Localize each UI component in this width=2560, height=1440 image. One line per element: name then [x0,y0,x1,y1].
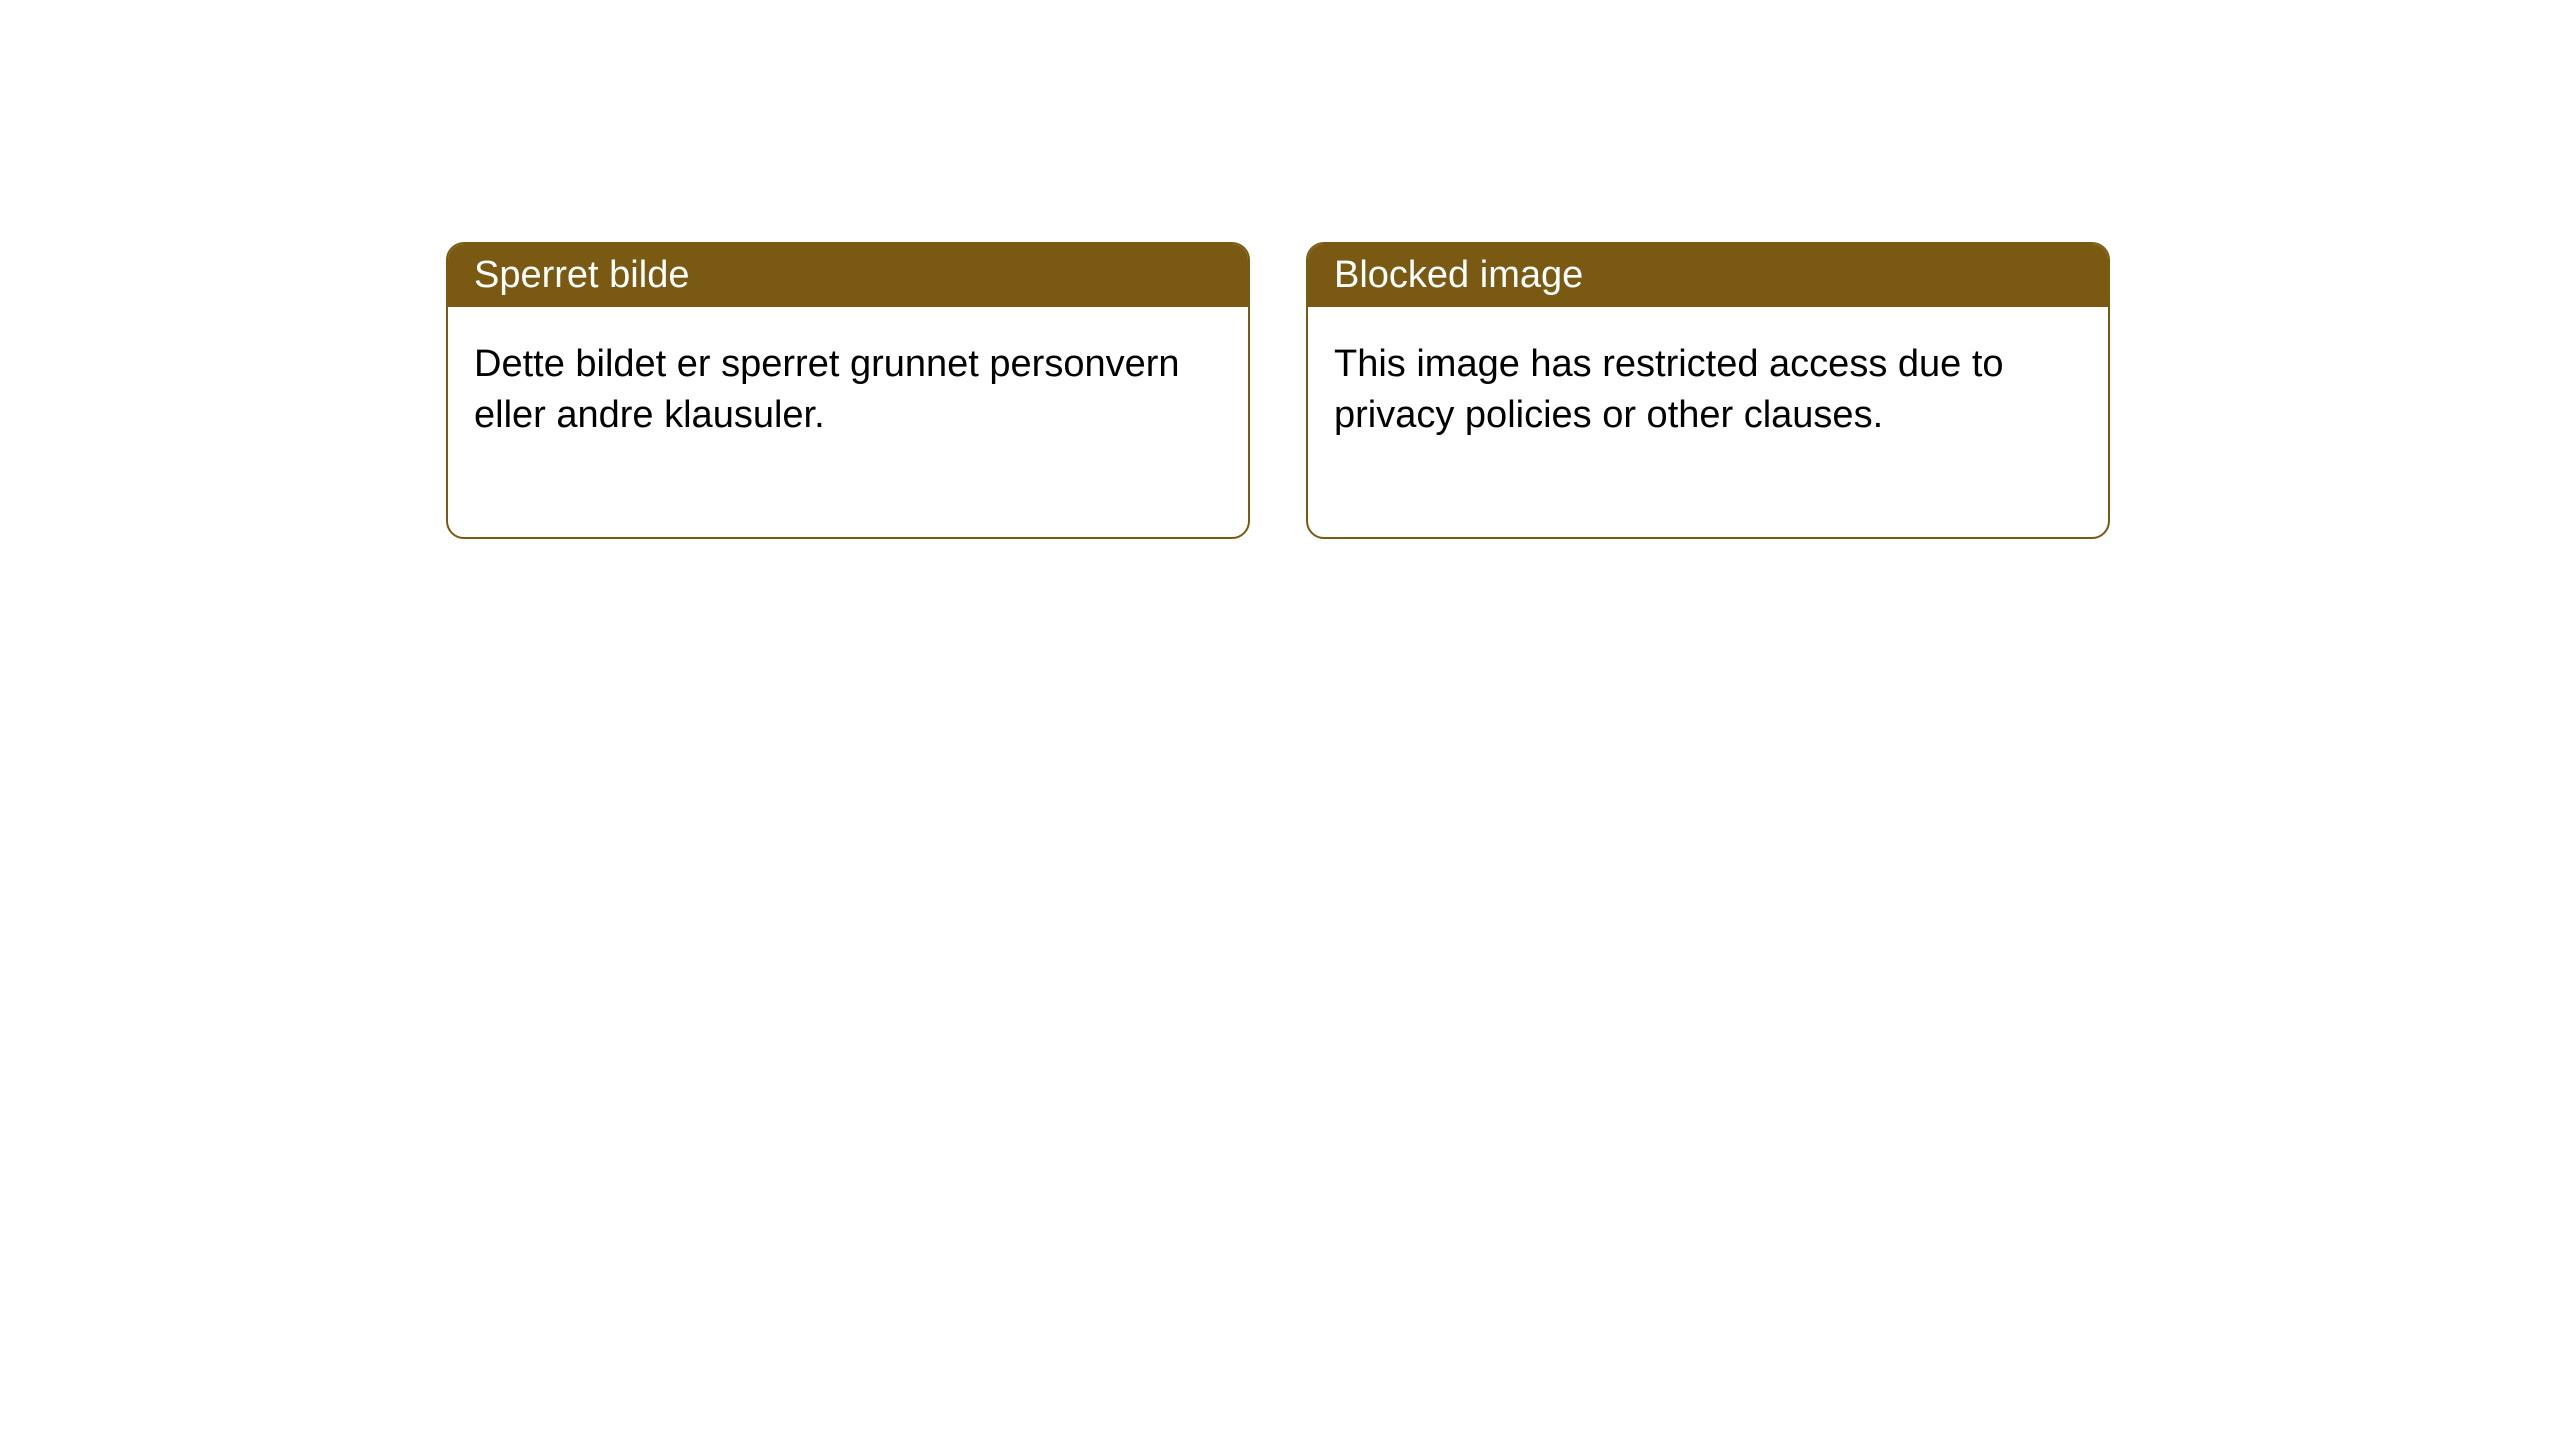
notice-title: Blocked image [1334,254,1583,296]
notice-container: Sperret bilde Dette bildet er sperret gr… [446,242,2110,539]
notice-header: Blocked image [1308,244,2108,307]
notice-message: This image has restricted access due to … [1334,343,2004,436]
notice-body: This image has restricted access due to … [1308,307,2108,537]
notice-card-norwegian: Sperret bilde Dette bildet er sperret gr… [446,242,1250,539]
notice-header: Sperret bilde [448,244,1248,307]
notice-message: Dette bildet er sperret grunnet personve… [474,343,1180,436]
notice-body: Dette bildet er sperret grunnet personve… [448,307,1248,537]
notice-title: Sperret bilde [474,254,689,296]
notice-card-english: Blocked image This image has restricted … [1306,242,2110,539]
